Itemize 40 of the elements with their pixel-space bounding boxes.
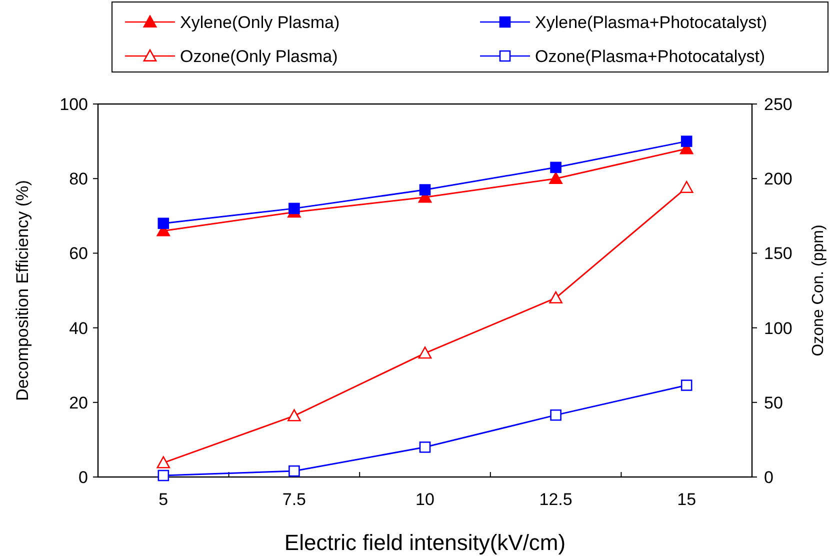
x-tick-label: 5: [158, 490, 168, 509]
legend-label: Xylene(Plasma+Photocatalyst): [535, 13, 767, 32]
y-tick-label: 0: [78, 468, 88, 487]
point: [419, 184, 431, 196]
y2-tick-label: 200: [764, 170, 792, 189]
point: [680, 180, 694, 193]
y-tick-label: 40: [69, 318, 88, 338]
x-tick-label: 12.5: [539, 490, 572, 509]
y2-tick-label: 50: [764, 393, 783, 412]
point: [288, 202, 300, 214]
y-tick-label: 80: [69, 170, 88, 189]
y-axis-title: Decomposition Efficiency (%): [13, 180, 32, 401]
legend-label: Xylene(Only Plasma): [180, 13, 340, 32]
x-tick-label: 15: [677, 490, 696, 509]
legend-label: Ozone(Plasma+Photocatalyst): [535, 47, 766, 66]
point: [680, 380, 692, 391]
point: [158, 470, 170, 482]
point: [418, 346, 432, 359]
point: [288, 465, 300, 477]
point: [156, 456, 170, 468]
x-tick-label: 7.5: [282, 490, 306, 509]
point: [680, 136, 692, 147]
point: [549, 291, 562, 304]
point: [550, 409, 562, 421]
point: [419, 442, 431, 453]
point: [288, 409, 301, 422]
point: [549, 172, 562, 184]
legend-label: Ozone(Only Plasma): [180, 47, 338, 66]
point: [550, 162, 562, 174]
x-axis-title: Electric field intensity(kV/cm): [284, 530, 566, 555]
y2-tick-label: 150: [764, 244, 792, 264]
y-tick-label: 20: [69, 393, 88, 412]
y2-axis-title: Ozone Con. (ppm): [810, 224, 827, 356]
y2-tick-label: 0: [764, 468, 774, 487]
point: [158, 218, 170, 230]
y2-tick-label: 100: [764, 318, 792, 338]
y-tick-label: 100: [60, 95, 88, 114]
y-tick-label: 60: [69, 244, 88, 264]
x-tick-label: 10: [416, 490, 434, 509]
y2-tick-label: 250: [764, 95, 792, 114]
